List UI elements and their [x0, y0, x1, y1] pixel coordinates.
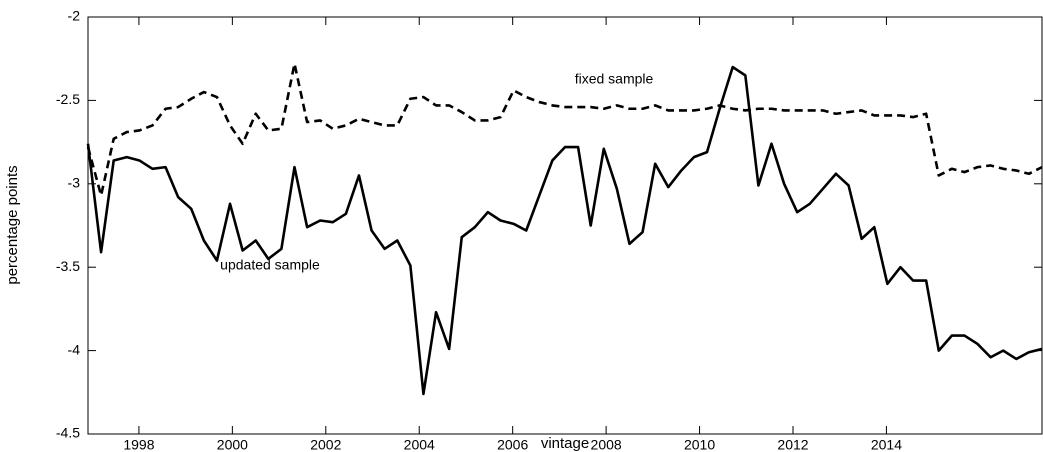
y-tick-label: -4.5: [56, 425, 80, 441]
y-tick-label: -3: [68, 175, 81, 191]
series-annotation: updated sample: [220, 257, 320, 273]
line-series: [86, 65, 1043, 396]
x-tick-label: 2008: [591, 437, 622, 452]
y-tick-label: -2.5: [56, 91, 80, 107]
x-tick-label: 2014: [871, 437, 902, 452]
x-tick-label: 2010: [684, 437, 715, 452]
x-tick-label: 2006: [497, 437, 528, 452]
y-tick-label: -4: [68, 341, 81, 357]
x-axis-label: vintage: [541, 435, 589, 452]
y-tick-label: -2: [68, 8, 81, 24]
x-tick-label: 1998: [123, 437, 154, 452]
x-tick-label: 2000: [217, 437, 248, 452]
line-series: [86, 62, 1043, 197]
x-tick-label: 2002: [310, 437, 341, 452]
x-tick-label: 2012: [777, 437, 808, 452]
series-annotation: fixed sample: [575, 71, 654, 87]
y-tick-label: -3.5: [56, 258, 80, 274]
plot-frame: [87, 16, 1043, 435]
x-tick-label: 2004: [404, 437, 435, 452]
y-axis-label: percentage points: [4, 165, 21, 284]
